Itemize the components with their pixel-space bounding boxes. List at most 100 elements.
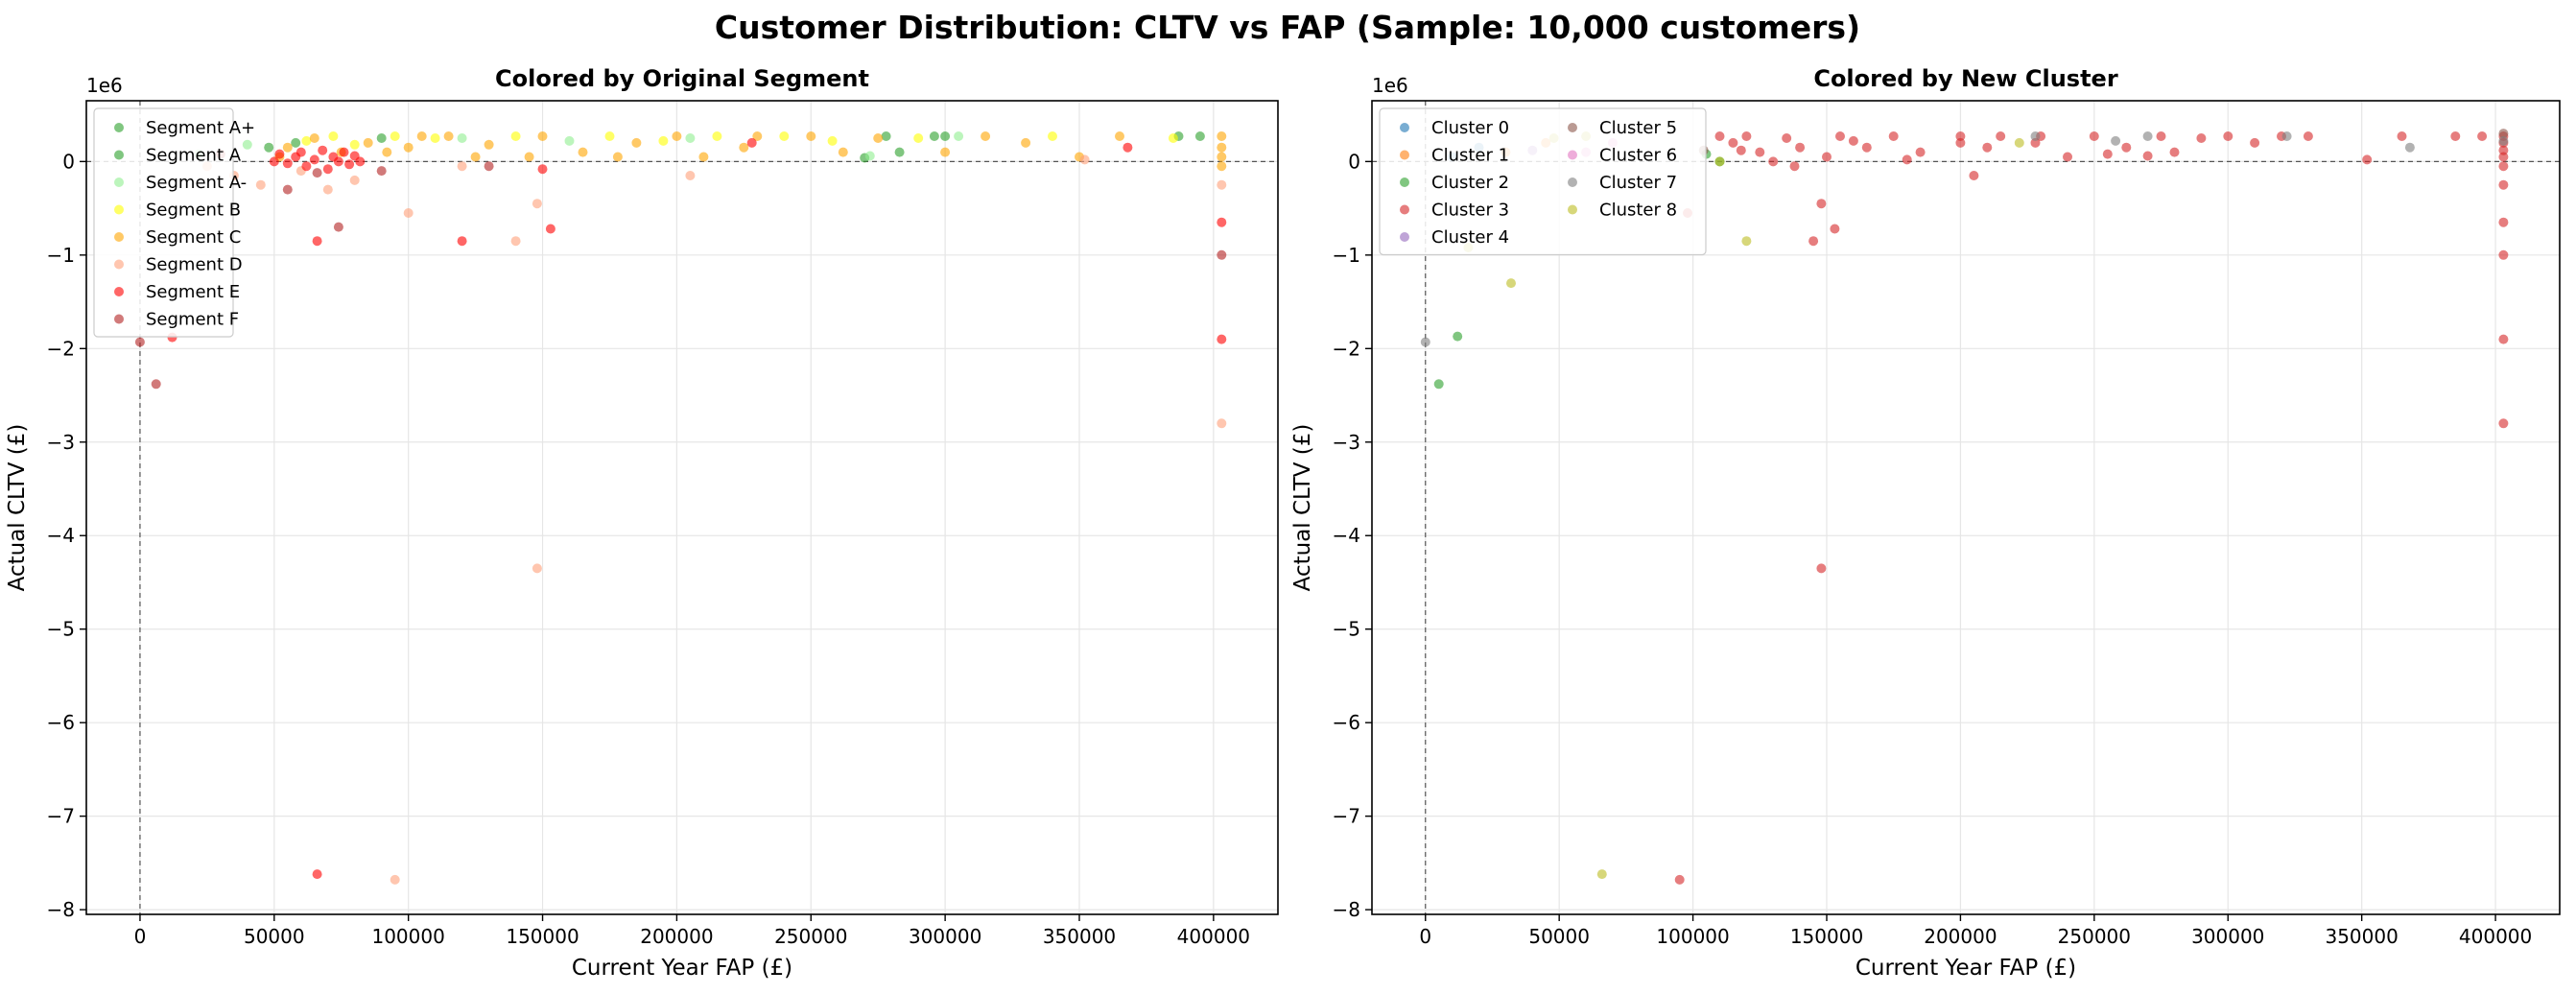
axes-frame	[1371, 100, 2561, 915]
x-tick-label: 50000	[1528, 925, 1590, 948]
data-point	[382, 147, 392, 157]
data-point	[322, 184, 333, 195]
x-tick-label: 300000	[909, 925, 981, 948]
data-point	[1768, 156, 1779, 167]
data-point	[873, 133, 884, 143]
data-point	[1996, 131, 2006, 141]
data-point	[685, 171, 696, 180]
data-point	[1217, 217, 1227, 227]
x-tick-label: 350000	[1043, 925, 1116, 948]
x-tick-label: 350000	[2325, 925, 2398, 948]
data-point	[685, 133, 696, 143]
data-point	[1955, 131, 1966, 141]
legend-marker	[1400, 232, 1409, 242]
panel-title: Colored by Original Segment	[495, 65, 869, 92]
data-point	[2063, 152, 2072, 162]
data-point	[390, 874, 400, 885]
x-tick-label: 300000	[2191, 925, 2264, 948]
data-point	[827, 135, 838, 146]
data-point	[2102, 149, 2113, 159]
data-point	[333, 222, 343, 232]
legend-marker	[114, 150, 124, 160]
x-tick-label: 400000	[2459, 925, 2532, 948]
data-point	[1741, 131, 1752, 141]
y-tick-label: −2	[47, 337, 75, 360]
legend-label: Cluster 8	[1599, 201, 1677, 221]
data-point	[242, 139, 252, 150]
legend-label: Cluster 5	[1599, 118, 1677, 138]
data-point	[864, 151, 875, 161]
data-point	[2111, 135, 2121, 146]
data-point	[612, 152, 623, 162]
x-tick-label: 150000	[506, 925, 579, 948]
data-point	[2498, 249, 2509, 260]
y-tick-label: −2	[1333, 337, 1360, 360]
legend-label: Cluster 4	[1431, 227, 1509, 248]
data-point	[312, 869, 322, 880]
data-point	[1982, 142, 1993, 153]
data-point	[940, 147, 951, 157]
data-point	[1741, 236, 1752, 247]
data-point	[363, 137, 373, 148]
data-points	[134, 131, 1227, 885]
legend-marker	[114, 123, 124, 132]
legend-label: Segment A+	[146, 118, 255, 138]
data-point	[739, 142, 749, 153]
data-point	[416, 131, 427, 141]
y-axis-offset-label: 1e6	[1372, 74, 1408, 97]
legend-label: Segment F	[146, 310, 239, 330]
data-point	[2223, 131, 2233, 141]
data-point	[1021, 137, 1031, 148]
legend-marker	[1568, 150, 1577, 160]
data-point	[981, 131, 991, 141]
data-point	[2250, 137, 2260, 148]
legend-label: Segment E	[146, 282, 240, 302]
data-point	[1217, 161, 1227, 172]
data-point	[2196, 133, 2207, 143]
data-point	[309, 133, 319, 143]
data-point	[457, 161, 467, 172]
data-point	[2498, 179, 2509, 190]
data-point	[929, 131, 939, 141]
data-point	[322, 164, 333, 175]
y-axis-offset-label: 1e6	[86, 74, 123, 97]
data-point	[1048, 131, 1057, 141]
data-point	[1714, 156, 1725, 167]
data-point	[2498, 217, 2509, 227]
data-point	[443, 131, 454, 141]
y-tick-label: −7	[47, 805, 75, 828]
data-point	[291, 137, 301, 148]
data-point	[532, 563, 542, 574]
data-point	[2030, 131, 2041, 141]
data-point	[134, 337, 145, 347]
data-point	[309, 154, 319, 165]
legend-label: Segment A-	[146, 173, 247, 193]
data-point	[1795, 142, 1806, 153]
data-point	[2156, 131, 2166, 141]
data-point	[578, 147, 588, 157]
data-point	[484, 139, 494, 150]
legend-marker	[1568, 178, 1577, 187]
y-tick-label: −6	[1333, 711, 1360, 734]
y-tick-label: −6	[47, 711, 75, 734]
legend-marker	[1400, 123, 1409, 132]
data-point	[1506, 278, 1516, 289]
data-point	[390, 131, 400, 141]
data-point	[282, 142, 293, 153]
data-point	[282, 184, 293, 195]
data-point	[1902, 154, 1912, 165]
data-point	[1079, 154, 1090, 165]
legend-marker	[1400, 150, 1409, 160]
data-point	[1861, 142, 1872, 153]
legend-box	[93, 107, 234, 338]
data-point	[524, 152, 534, 162]
x-tick-label: 100000	[1656, 925, 1729, 948]
data-point	[376, 133, 387, 143]
data-point	[2498, 334, 2509, 344]
data-point	[1194, 131, 1205, 141]
data-point	[1420, 337, 1430, 347]
left-scatter-panel: 0 50000 100000 150000 200000 250000 300000 3500…	[5, 65, 1279, 981]
data-point	[1728, 137, 1738, 148]
data-point	[1217, 249, 1227, 260]
legend-label: Segment A	[146, 146, 242, 166]
